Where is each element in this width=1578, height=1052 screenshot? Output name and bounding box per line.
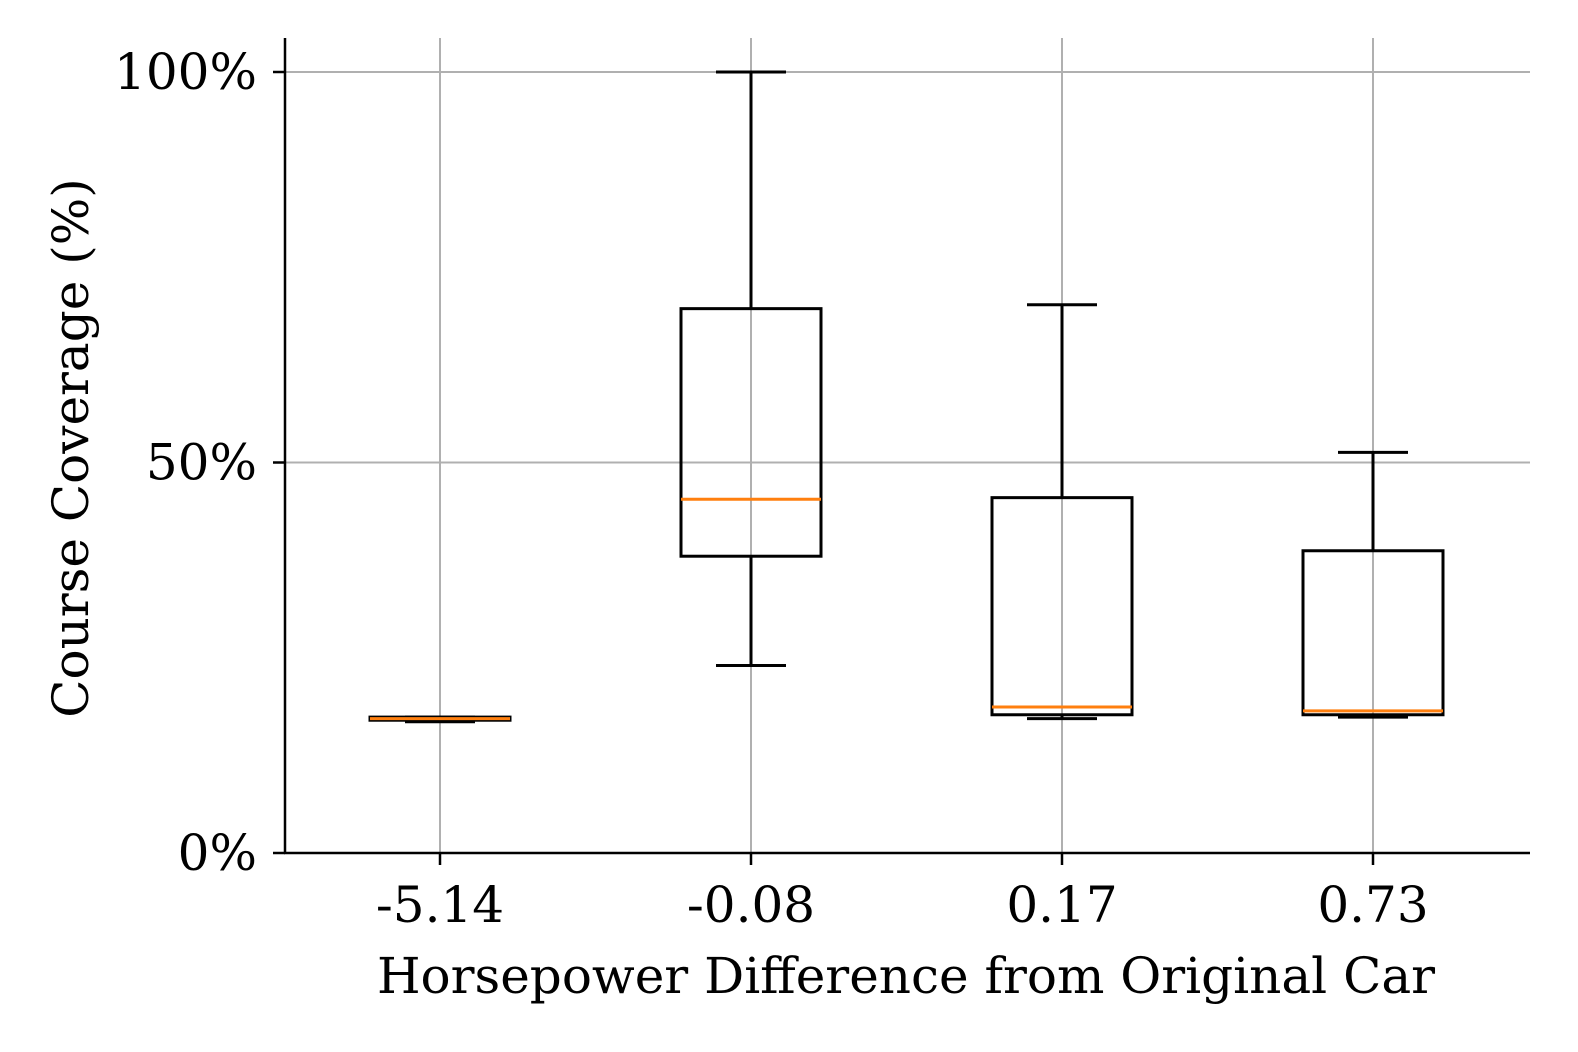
y-axis-title: Course Coverage (%) [42,178,100,718]
box-plot-series [368,70,1445,724]
x-tick-label: -5.14 [376,876,504,934]
iqr-box [679,307,823,558]
x-tick-label: -0.08 [687,876,815,934]
box-0.73 [1301,450,1445,719]
x-tick-label: 0.73 [1317,876,1428,934]
axes [273,38,1530,865]
x-tick-label: 0.17 [1006,876,1117,934]
tick-labels: 0% 50% 100% -5.14 -0.08 0.17 0.73 [114,43,1429,934]
box-0.17 [990,303,1134,721]
box--5.14 [368,715,512,724]
grid-lines [285,38,1530,854]
box--0.08 [679,70,823,668]
y-tick-label: 100% [114,43,257,101]
iqr-box [990,496,1134,717]
y-tick-label: 0% [178,824,257,882]
x-axis-title: Horsepower Difference from Original Car [377,947,1435,1005]
iqr-box [1301,549,1445,717]
y-tick-label: 50% [146,434,257,492]
